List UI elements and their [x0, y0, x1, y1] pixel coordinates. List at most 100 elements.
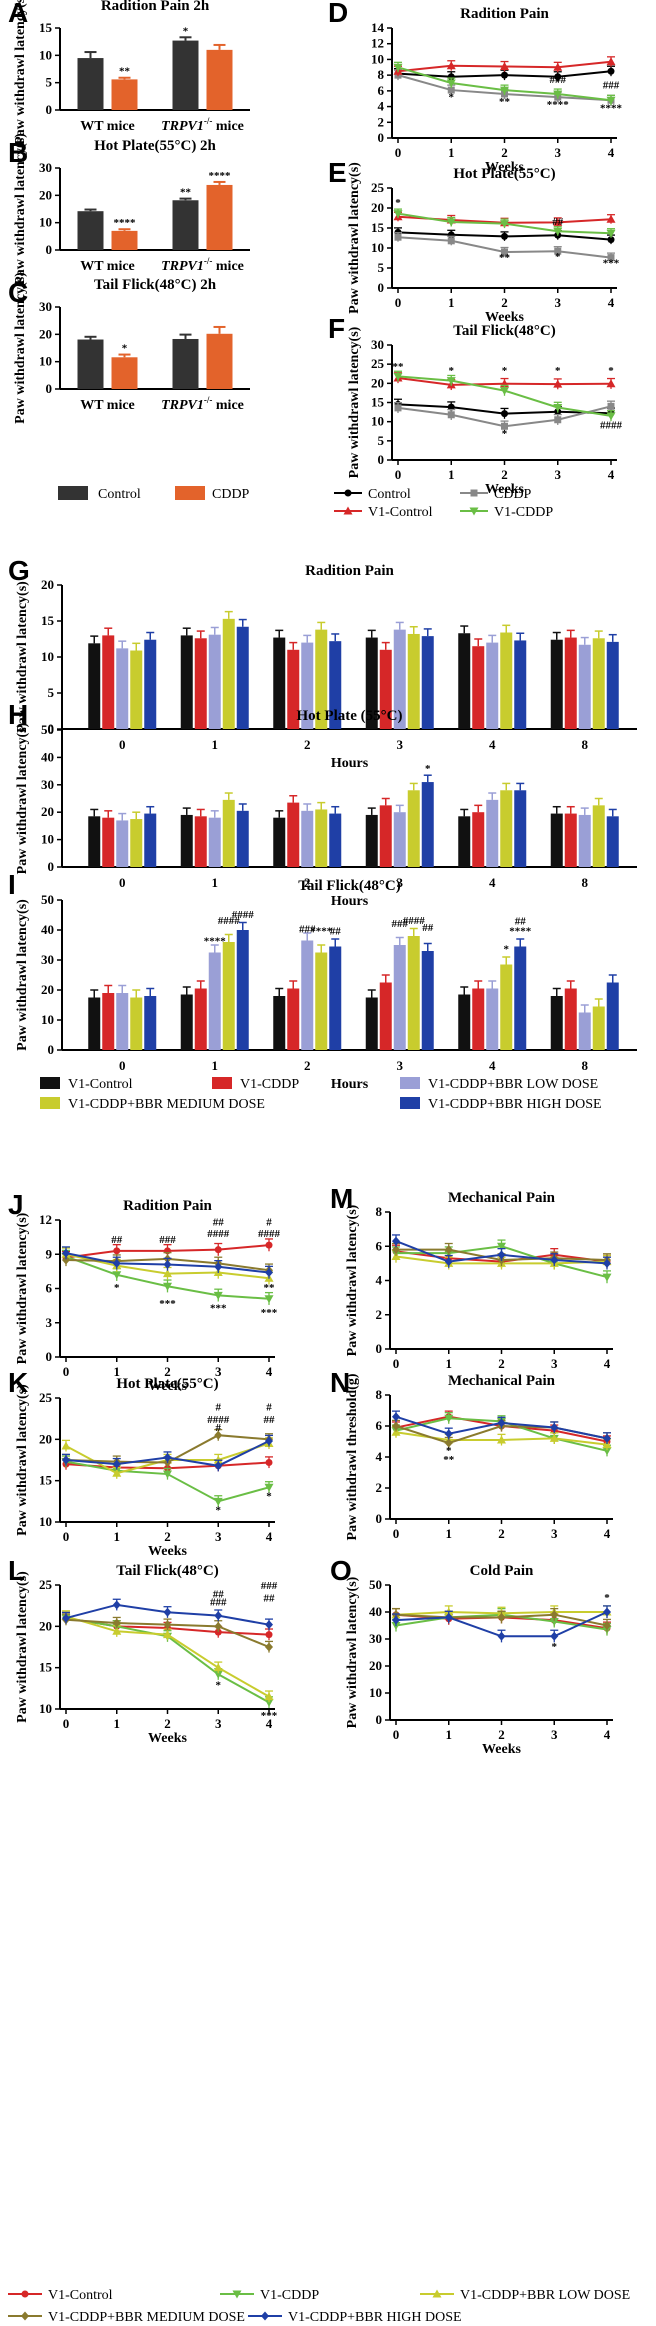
y-tick-label: 10	[371, 240, 384, 255]
data-point	[62, 1455, 70, 1465]
x-category-label: WT mice	[80, 119, 135, 134]
significance-mark: *	[449, 365, 455, 377]
data-point	[497, 1242, 506, 1251]
x-tick-label: 0	[393, 1356, 400, 1371]
y-tick-label: 10	[39, 354, 52, 369]
y-tick-label: 15	[371, 395, 385, 410]
bar	[500, 964, 513, 1050]
data-point	[549, 1433, 559, 1442]
data-point	[393, 63, 403, 72]
y-axis-label: Paw withdrawl latency(s)	[347, 162, 362, 314]
significance-mark: ####	[403, 915, 426, 927]
bar	[472, 988, 485, 1050]
data-point	[447, 411, 455, 419]
y-axis-label: Paw withdrawl threshold(g)	[345, 1373, 360, 1540]
bar	[500, 790, 513, 867]
x-tick-label: 3	[551, 1727, 558, 1742]
data-point	[213, 1455, 223, 1464]
y-axis-label: Paw withdrawl latency(s)	[13, 0, 28, 145]
x-tick-label: 2	[164, 1529, 171, 1544]
panel-label: A	[8, 0, 28, 28]
data-point	[446, 377, 456, 386]
y-tick-label: 15	[41, 613, 55, 628]
panel-label: L	[8, 1555, 25, 1586]
bar	[236, 626, 249, 729]
panel-C: C 0 10 20 30 Paw withdrawl latency(s) Tail Fli…	[8, 272, 250, 424]
x-category-label: 0	[119, 875, 126, 890]
y-tick-label: 5	[46, 75, 53, 90]
x-tick-label: 2	[498, 1526, 505, 1541]
chart-title: Mechanical Pain	[448, 1373, 556, 1389]
data-point	[446, 218, 456, 227]
data-point	[554, 73, 562, 81]
data-point	[391, 1427, 401, 1436]
y-tick-label: 0	[376, 1712, 383, 1727]
data-point	[163, 1282, 172, 1291]
bar	[77, 211, 104, 250]
category-superscript: -/-	[204, 256, 213, 266]
x-axis-label: Hours	[331, 756, 369, 771]
bar	[144, 639, 157, 729]
bar	[379, 649, 392, 729]
significance-mark: *	[114, 1282, 120, 1294]
x-tick-label: 3	[555, 467, 562, 482]
significance-mark: ####	[258, 1228, 281, 1240]
legend-label: V1-CDDP+BBR MEDIUM DOSE	[48, 2310, 245, 2325]
significance-mark: ***	[261, 1710, 278, 1722]
x-category-label: 3	[397, 1058, 404, 1073]
category-rest: mice	[212, 398, 243, 413]
bar	[111, 230, 138, 250]
bar	[486, 642, 499, 729]
x-axis-label: Hours	[331, 894, 369, 909]
panel-B: B 0 10 20 30 Paw withdrawl latency(s) Hot Plat…	[8, 133, 250, 285]
significance-mark: ****	[310, 926, 333, 938]
legend-abc: Control CDDP	[58, 486, 250, 502]
chart-title: Radition Pain	[460, 6, 549, 22]
x-tick-label: 4	[266, 1529, 273, 1544]
significance-mark: ####	[600, 420, 623, 432]
data-point	[264, 1698, 274, 1707]
y-tick-label: 4	[376, 1449, 383, 1464]
data-point	[112, 1618, 121, 1628]
data-point	[394, 404, 402, 412]
bar	[116, 648, 129, 729]
data-point	[393, 210, 403, 219]
data-point	[500, 220, 509, 229]
y-tick-label: 20	[39, 187, 52, 202]
y-tick-label: 10	[39, 47, 52, 62]
significance-mark: ##	[213, 1217, 225, 1229]
significance-mark: ##	[264, 1414, 276, 1426]
y-axis-label: Paw withdrawl latency(s)	[15, 1212, 30, 1364]
data-point	[163, 1630, 172, 1639]
legend-label: V1-CDDP+BBR HIGH DOSE	[288, 2310, 462, 2325]
significance-mark: **	[443, 1454, 455, 1466]
y-tick-label: 5	[48, 685, 55, 700]
bar	[273, 996, 286, 1050]
y-tick-label: 0	[46, 1349, 53, 1364]
x-tick-label: 0	[63, 1716, 70, 1731]
bar	[315, 629, 328, 729]
bar	[486, 988, 499, 1050]
y-tick-label: 14	[371, 20, 385, 35]
data-point	[392, 1421, 400, 1431]
panel-label: J	[8, 1189, 24, 1220]
significance-mark: ****	[547, 99, 570, 111]
data-point	[446, 79, 456, 88]
bar	[102, 993, 115, 1050]
x-tick-label: 1	[446, 1727, 453, 1742]
significance-mark: *	[183, 25, 189, 37]
data-point	[607, 402, 615, 410]
data-point	[497, 1631, 506, 1641]
x-category-label: WT mice	[80, 398, 135, 413]
data-point	[606, 379, 616, 388]
bar	[315, 809, 328, 867]
bar	[472, 646, 485, 729]
legend-label: V1-CDDP+BBR LOW DOSE	[460, 2288, 630, 2303]
significance-mark: *	[122, 343, 128, 355]
bar	[111, 79, 138, 110]
x-tick-label: 2	[164, 1716, 171, 1731]
bar	[208, 634, 221, 729]
